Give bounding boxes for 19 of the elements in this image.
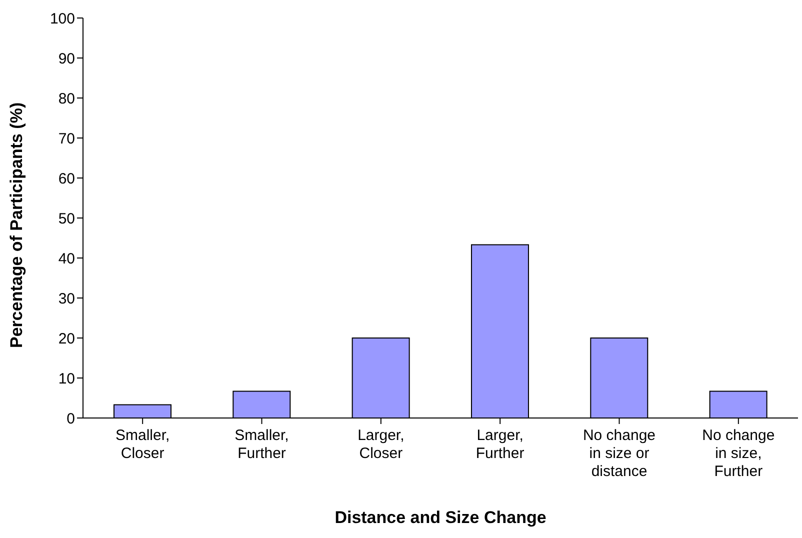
y-tick-label: 70 xyxy=(58,130,75,148)
y-tick-label: 90 xyxy=(58,50,75,68)
x-tick-label: No change in size, Further xyxy=(702,427,775,480)
x-tick-label: Larger, Further xyxy=(476,427,524,462)
y-tick-label: 20 xyxy=(58,330,75,348)
x-tick-label: Smaller, Closer xyxy=(115,427,170,462)
y-tick-label: 50 xyxy=(58,210,75,228)
y-tick-label: 0 xyxy=(66,410,75,428)
y-tick-label: 30 xyxy=(58,290,75,308)
y-tick-label: 80 xyxy=(58,90,75,108)
x-axis-title: Distance and Size Change xyxy=(334,508,546,527)
y-tick-label: 60 xyxy=(58,170,75,188)
x-tick-label: Smaller, Further xyxy=(234,427,289,462)
y-tick-label: 100 xyxy=(50,10,75,28)
x-tick-label: No change in size or distance xyxy=(582,427,656,480)
y-axis-title: Percentage of Participants (%) xyxy=(7,102,26,348)
y-tick-label: 10 xyxy=(58,370,75,388)
y-tick-label: 40 xyxy=(58,250,75,268)
x-tick-label: Larger, Closer xyxy=(358,427,404,462)
